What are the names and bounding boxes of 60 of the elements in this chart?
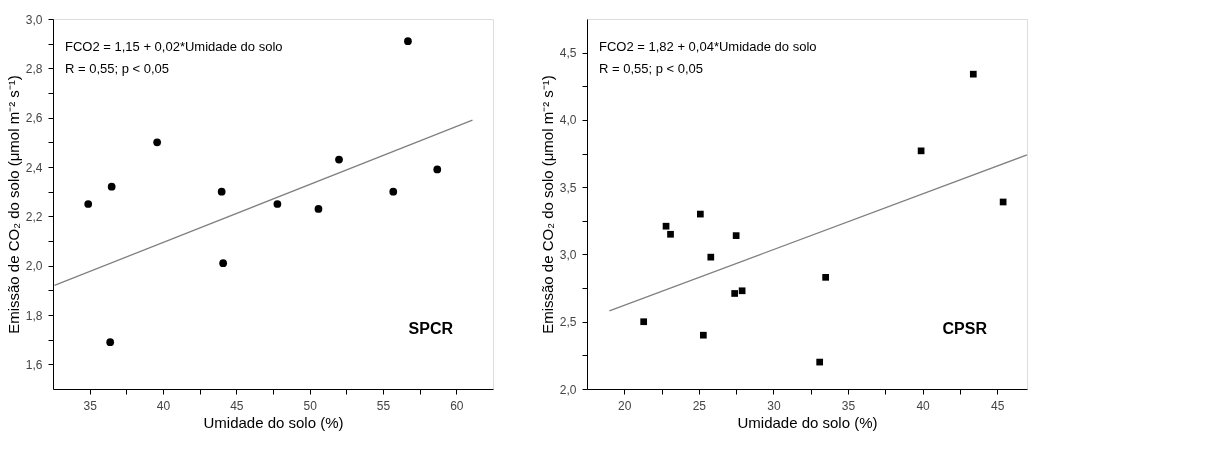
x-tick-label: 35: [83, 398, 98, 413]
y-tick-label: 2,0: [559, 382, 577, 397]
y-axis-title: Emissão de CO₂ do solo (μmol m⁻² s⁻¹): [538, 75, 556, 334]
x-tick-label: 40: [916, 398, 931, 413]
x-axis-title: Umidade do solo (%): [737, 413, 878, 431]
x-tick-label: 25: [692, 398, 707, 413]
point: [106, 338, 115, 346]
x-tick-label: 50: [303, 398, 318, 413]
point: [640, 318, 648, 326]
annotation: FCO2 = 1,15 + 0,02*Umidade do solo: [65, 39, 283, 54]
point: [217, 187, 226, 196]
y-tick-label: 2,4: [25, 160, 43, 175]
y-tick-label: 4,0: [559, 113, 577, 128]
annotation: CPSR: [942, 320, 988, 337]
y-tick-label: 2,2: [25, 209, 43, 224]
point: [389, 187, 398, 196]
point: [153, 138, 162, 147]
point: [107, 182, 116, 191]
point: [732, 232, 740, 239]
point: [219, 259, 228, 268]
y-tick-label: 2,6: [25, 111, 43, 126]
point: [662, 222, 670, 230]
y-tick-label: 4,5: [559, 46, 577, 61]
y-tick-label: 2,8: [25, 61, 43, 76]
point: [273, 200, 282, 208]
point: [335, 155, 343, 164]
point: [697, 210, 704, 218]
annotation: R = 0,55; p < 0,05: [599, 61, 704, 76]
point: [314, 205, 323, 213]
y-tick-label: 1,6: [25, 357, 43, 372]
point: [822, 273, 829, 281]
y-tick-label: 1,8: [25, 308, 43, 323]
y-tick-label: 3,0: [25, 12, 43, 27]
point: [433, 165, 442, 174]
y-axis-title: Emissão de CO₂ do solo (μmol m⁻² s⁻¹): [4, 75, 22, 334]
y-tick-label: 3,5: [559, 180, 577, 195]
point: [816, 358, 824, 366]
annotation: R = 0,55; p < 0,05: [65, 61, 170, 76]
x-tick-label: 35: [841, 398, 856, 413]
point: [699, 331, 707, 339]
x-tick-label: 45: [230, 398, 244, 413]
y-tick-label: 2,5: [559, 315, 577, 330]
x-tick-label: 45: [990, 398, 1005, 413]
y-tick-label: 3,0: [559, 247, 577, 262]
annotation: FCO2 = 1,82 + 0,04*Umidade do solo: [599, 39, 817, 54]
x-tick-label: 30: [767, 398, 781, 413]
x-tick-label: 40: [156, 398, 171, 413]
point: [738, 287, 746, 295]
point: [969, 70, 977, 78]
x-tick-label: 20: [618, 398, 632, 413]
point: [404, 37, 412, 46]
point: [84, 200, 93, 208]
y-tick-label: 2,0: [25, 259, 43, 274]
x-tick-label: 60: [450, 398, 464, 413]
x-axis-title: Umidade do solo (%): [203, 413, 344, 431]
point: [667, 230, 674, 238]
point: [707, 253, 715, 261]
point: [731, 290, 739, 297]
annotation: SPCR: [408, 320, 454, 337]
x-tick-label: 55: [376, 398, 391, 413]
